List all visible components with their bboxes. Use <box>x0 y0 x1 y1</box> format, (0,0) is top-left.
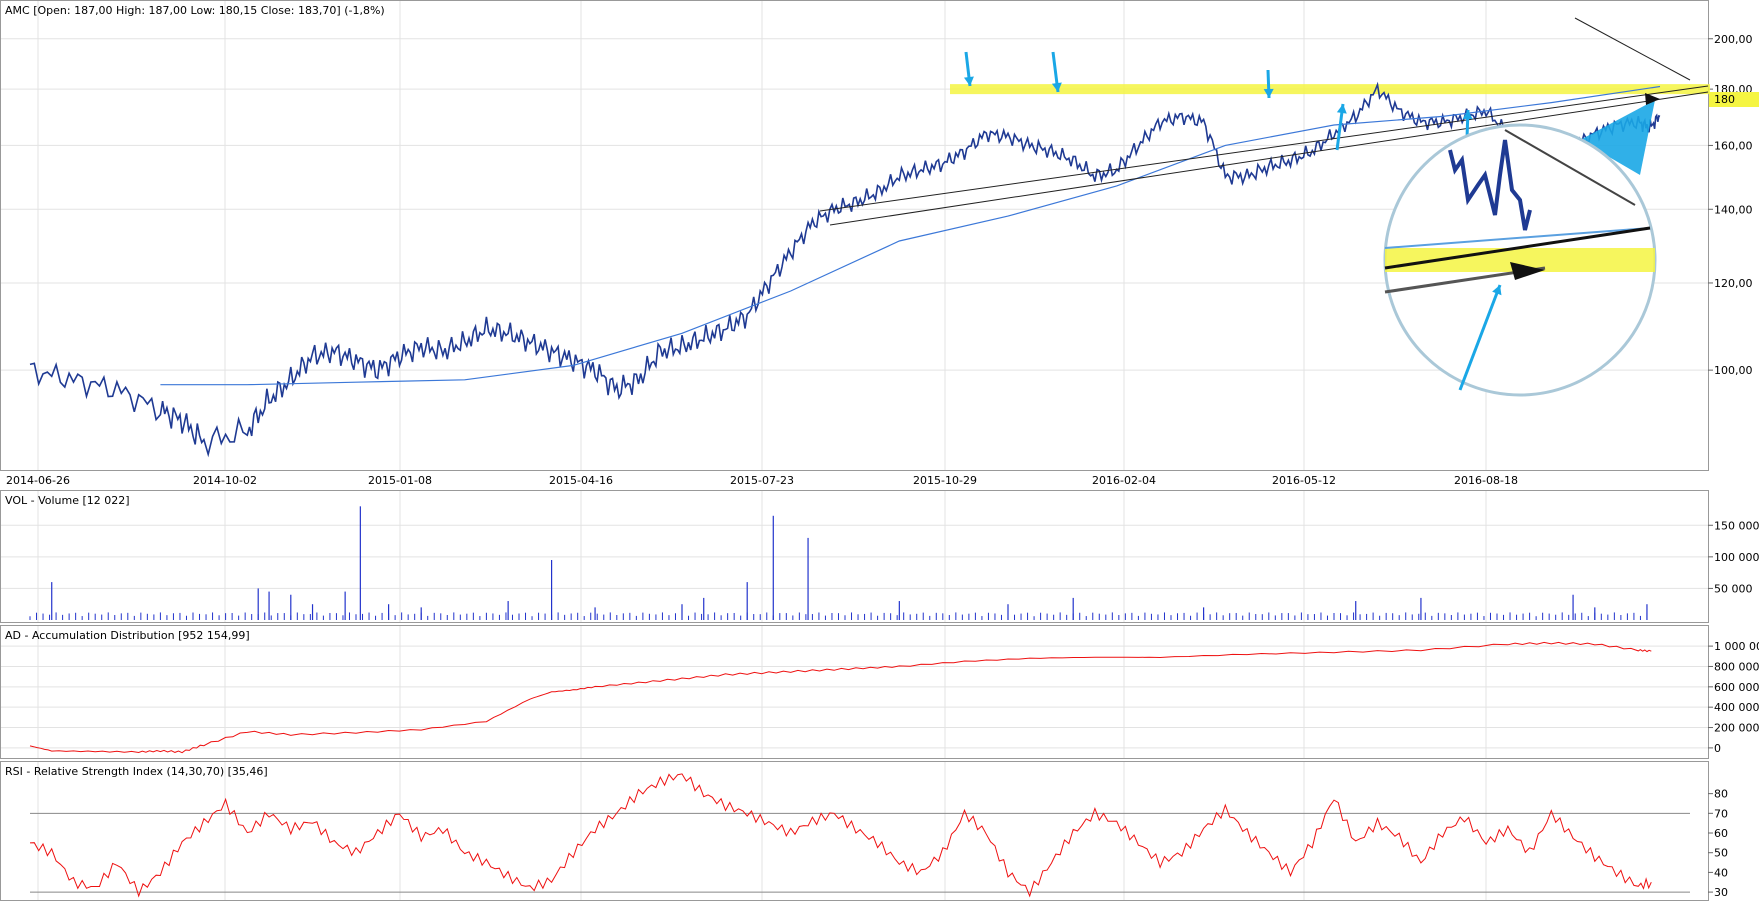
price-marker-bg <box>1709 92 1759 107</box>
highlight-band <box>950 84 1710 95</box>
ad-y-tick-label: 0 <box>1714 742 1721 755</box>
rsi-panel-title: RSI - Relative Strength Index (14,30,70)… <box>5 765 268 778</box>
price-arrowhead <box>1645 93 1660 105</box>
zoom-arrow-up <box>1458 284 1502 391</box>
resistance-band <box>950 84 1710 95</box>
zoom-trendline-a <box>1384 226 1651 270</box>
zoom-arrow-up-head <box>1492 285 1502 296</box>
x-tick-label: 2015-01-08 <box>368 474 432 487</box>
rsi-y-tick-label: 70 <box>1714 807 1728 820</box>
price-y-tick-label: 160,00 <box>1714 139 1753 152</box>
price-y-tick-label: 120,00 <box>1714 277 1753 290</box>
ad-y-tick-label: 600 000 <box>1714 681 1759 694</box>
x-tick-label: 2014-06-26 <box>6 474 70 487</box>
x-tick-label: 2016-08-18 <box>1454 474 1518 487</box>
rsi-y-tick-label: 60 <box>1714 827 1728 840</box>
arrow-down-3-head <box>1263 88 1274 98</box>
price-y-tick-label: 140,00 <box>1714 203 1753 216</box>
rsi-y-tick-label: 30 <box>1714 886 1728 899</box>
zoom-price <box>1448 139 1532 231</box>
arrow-down-2-head <box>1051 82 1062 92</box>
ad-y-tick-label: 1 000 000 <box>1714 640 1759 653</box>
x-tick-label: 2015-10-29 <box>913 474 977 487</box>
price-marker-label: 180 <box>1714 93 1735 106</box>
resistance-trendline <box>1574 17 1691 81</box>
volume-y-tick-label: 150 000 <box>1714 519 1759 532</box>
ad-panel-title: AD - Accumulation Distribution [952 154,… <box>5 629 250 642</box>
rsi-y-tick-label: 40 <box>1714 866 1728 879</box>
x-tick-label: 2015-07-23 <box>730 474 794 487</box>
arrow-down-1-head <box>963 76 974 86</box>
price-series-line <box>29 81 1661 458</box>
support-trendline-1 <box>819 85 1709 212</box>
x-tick-label: 2016-02-04 <box>1092 474 1156 487</box>
label-layer: 200,00180,00160,00140,00120,00100,002014… <box>6 33 1759 899</box>
price-y-tick-label: 100,00 <box>1714 364 1753 377</box>
ad-y-tick-label: 400 000 <box>1714 701 1759 714</box>
rsi-y-tick-label: 80 <box>1714 788 1728 801</box>
ad-panel <box>0 625 1709 759</box>
zoom-ma <box>1384 227 1651 249</box>
annotation-layer <box>819 17 1709 397</box>
rsi-line <box>29 773 1652 898</box>
ad-y-tick-label: 200 000 <box>1714 722 1759 735</box>
x-tick-label: 2016-05-12 <box>1272 474 1336 487</box>
volume-y-tick-label: 50 000 <box>1714 582 1753 595</box>
zoom-pointer <box>1580 100 1655 175</box>
volume-panel-title: VOL - Volume [12 022] <box>5 494 130 507</box>
ad-line <box>29 641 1652 754</box>
rsi-y-tick-label: 50 <box>1714 847 1728 860</box>
arrow-up-2-head <box>1462 110 1473 120</box>
x-tick-label: 2015-04-16 <box>549 474 613 487</box>
moving-average-line <box>160 85 1661 386</box>
ad-y-tick-label: 800 000 <box>1714 660 1759 673</box>
price-y-tick-label: 200,00 <box>1714 33 1753 46</box>
volume-y-tick-label: 100 000 <box>1714 551 1759 564</box>
support-trendline-2 <box>829 91 1709 226</box>
x-tick-label: 2014-10-02 <box>193 474 257 487</box>
price-panel-title: AMC [Open: 187,00 High: 187,00 Low: 180,… <box>5 4 385 17</box>
rsi-panel <box>0 761 1709 901</box>
arrow-up-1-head <box>1336 104 1347 114</box>
series-layer <box>29 81 1661 898</box>
zoom-arrowhead <box>1510 262 1545 280</box>
zoom-resistance <box>1504 129 1636 206</box>
